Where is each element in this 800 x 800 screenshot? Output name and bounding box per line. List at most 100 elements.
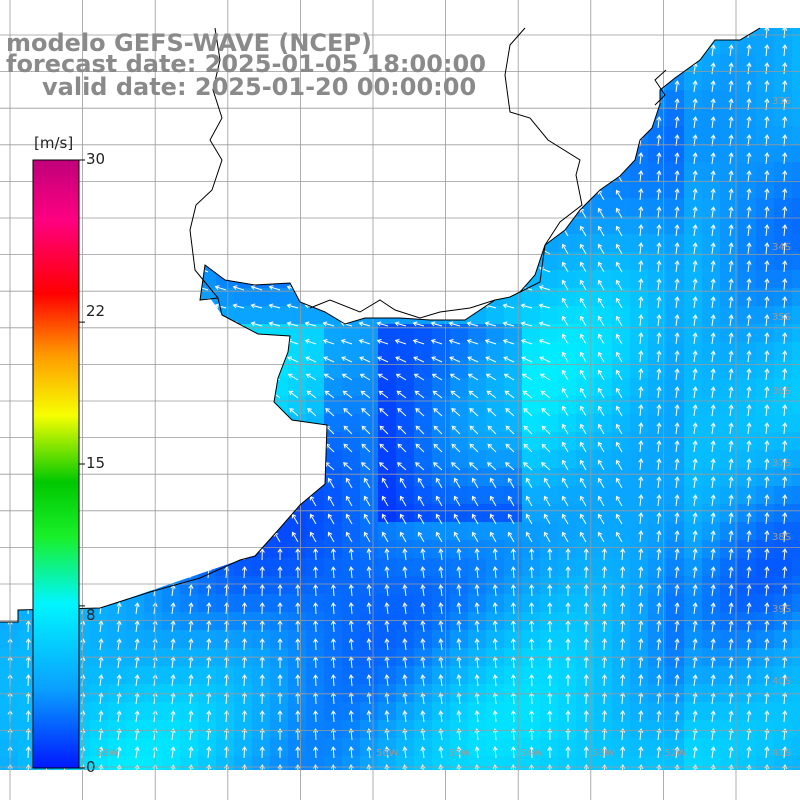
wind-speed-cell: [684, 0, 702, 18]
wind-speed-cell: [792, 108, 800, 126]
wind-speed-cell: [720, 612, 738, 630]
wind-speed-cell: [666, 720, 684, 738]
wind-speed-cell: [630, 180, 648, 198]
wind-speed-cell: [180, 576, 198, 594]
wind-speed-cell: [486, 324, 504, 342]
wind-speed-cell: [486, 54, 504, 72]
wind-arrow: [163, 173, 173, 183]
wind-arrow: [521, 247, 533, 255]
wind-speed-cell: [270, 774, 288, 792]
wind-arrow: [348, 548, 354, 561]
wind-arrow: [241, 566, 248, 579]
wind-arrow: [561, 315, 569, 327]
wind-speed-cell: [702, 378, 720, 396]
wind-speed-cell: [126, 288, 144, 306]
wind-speed-cell: [684, 324, 702, 342]
wind-speed-cell: [756, 216, 774, 234]
wind-speed-cell: [378, 0, 396, 18]
wind-arrow: [728, 116, 734, 129]
wind-arrow: [638, 530, 644, 543]
wind-arrow: [579, 63, 587, 75]
wind-arrow: [268, 321, 281, 327]
wind-speed-cell: [720, 0, 738, 18]
wind-speed-cell: [630, 612, 648, 630]
wind-arrow: [431, 121, 443, 129]
wind-speed-cell: [144, 396, 162, 414]
wind-speed-cell: [648, 756, 666, 770]
wind-arrow: [396, 390, 407, 399]
wind-speed-cell: [0, 180, 18, 198]
colorbar: [32, 159, 85, 769]
wind-speed-cell: [234, 324, 252, 342]
wind-speed-cell: [666, 90, 684, 108]
wind-arrow: [620, 710, 626, 723]
wind-speed-cell: [324, 522, 342, 540]
wind-arrow: [250, 266, 263, 273]
wind-arrow: [430, 33, 443, 39]
wind-arrow: [295, 746, 301, 759]
wind-speed-cell: [666, 486, 684, 504]
wind-arrow: [273, 477, 281, 489]
wind-arrow: [376, 285, 389, 291]
wind-speed-cell: [576, 306, 594, 324]
wind-speed-cell: [720, 702, 738, 720]
wind-arrow: [143, 373, 155, 381]
wind-arrow: [134, 674, 140, 687]
wind-arrow: [134, 584, 140, 597]
wind-arrow: [327, 477, 335, 489]
wind-arrow: [170, 602, 176, 615]
wind-arrow: [17, 373, 29, 381]
wind-speed-cell: [792, 72, 800, 90]
wind-speed-cell: [288, 486, 306, 504]
wind-speed-cell: [342, 180, 360, 198]
wind-speed-cell: [162, 198, 180, 216]
wind-arrow: [251, 121, 263, 129]
wind-speed-cell: [432, 162, 450, 180]
wind-arrow: [729, 9, 733, 20]
wind-arrow: [381, 531, 389, 543]
wind-speed-cell: [18, 738, 36, 756]
wind-speed-cell: [792, 756, 800, 770]
wind-arrow: [206, 692, 212, 705]
wind-speed-cell: [108, 666, 126, 684]
wind-arrow: [295, 710, 301, 723]
wind-arrow: [415, 443, 425, 453]
wind-arrow: [116, 620, 122, 633]
wind-speed-cell: [144, 540, 162, 558]
wind-speed-cell: [684, 522, 702, 540]
wind-speed-cell: [162, 522, 180, 540]
wind-speed-cell: [396, 0, 414, 18]
wind-arrow: [505, 155, 515, 165]
wind-speed-cell: [198, 342, 216, 360]
wind-speed-cell: [180, 306, 198, 324]
wind-speed-cell: [144, 612, 162, 630]
wind-speed-cell: [774, 486, 792, 504]
wind-speed-cell: [234, 144, 252, 162]
wind-arrow: [487, 425, 497, 435]
wind-arrow: [485, 373, 497, 381]
wind-arrow: [306, 15, 316, 20]
wind-arrow: [415, 173, 425, 183]
wind-arrow: [307, 210, 317, 219]
wind-speed-cell: [774, 270, 792, 288]
wind-speed-cell: [288, 324, 306, 342]
wind-arrow: [197, 121, 209, 129]
wind-arrow: [520, 266, 533, 273]
wind-speed-cell: [324, 216, 342, 234]
wind-speed-cell: [144, 684, 162, 702]
wind-speed-cell: [90, 522, 108, 540]
wind-speed-cell: [594, 216, 612, 234]
wind-arrow: [453, 513, 461, 525]
wind-speed-cell: [756, 306, 774, 324]
wind-arrow: [764, 530, 770, 543]
wind-speed-cell: [342, 774, 360, 792]
wind-speed-cell: [792, 216, 800, 234]
wind-arrow: [116, 548, 122, 561]
wind-speed-cell: [540, 792, 558, 800]
wind-speed-cell: [504, 288, 522, 306]
wind-arrow: [289, 191, 299, 201]
wind-arrow: [396, 229, 407, 237]
wind-arrow: [562, 10, 568, 20]
wind-speed-cell: [558, 468, 576, 486]
wind-arrow: [746, 152, 752, 165]
